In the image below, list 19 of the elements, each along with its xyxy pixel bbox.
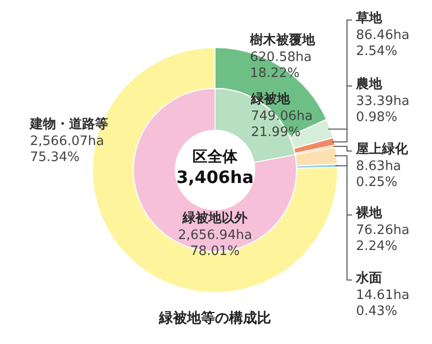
data-label: 2,566.07ha 75.34% (30, 134, 104, 165)
slice-label: 屋上緑化 (355, 142, 409, 157)
text: 3,406ha (176, 168, 254, 188)
data-label: 86.46ha 2.54% (356, 28, 410, 59)
slice-label: 緑被地以外 (182, 210, 248, 226)
slice-label: 草地 (355, 10, 383, 26)
slice-label: 裸地 (355, 204, 383, 221)
data-label: 14.61ha 0.43% (356, 288, 410, 319)
data-label: 76.26ha 2.24% (356, 222, 410, 254)
text: 緑被地等の構成比 (158, 310, 271, 327)
slice-label: 水面 (355, 270, 382, 286)
data-label: 2,656.94ha 78.01% (178, 228, 252, 259)
data-label: 8.63ha 0.25% (356, 158, 402, 190)
slice-label: 建物・道路等 (29, 116, 108, 132)
slice-label: 農地 (355, 76, 383, 92)
text: 区全体 (192, 147, 238, 166)
slice-label: 樹木被覆地 (249, 32, 316, 48)
data-label: 33.39ha 0.98% (356, 94, 410, 125)
slice-label: 緑被地 (250, 90, 291, 107)
